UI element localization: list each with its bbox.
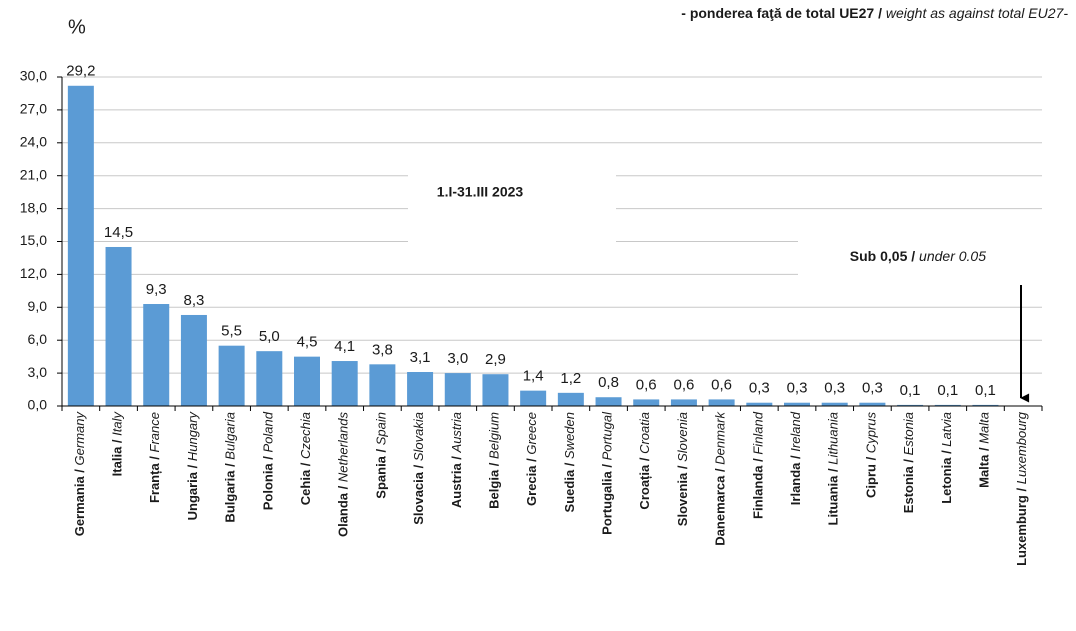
x-tick-label: Luxemburg / Luxembourg	[1015, 411, 1030, 566]
x-tick-label: Olanda / Netherlands	[336, 412, 351, 538]
x-tick-label: Ungaria / Hungary	[185, 411, 200, 521]
value-label: 4,1	[334, 338, 355, 355]
annotation: Sub 0,05 / under 0.05	[850, 248, 986, 264]
bar	[633, 399, 660, 406]
bar	[859, 402, 886, 406]
x-tick-label: Belgia / Belgium	[487, 412, 502, 509]
value-label: 29,2	[66, 63, 95, 80]
bar	[784, 402, 810, 406]
bar	[105, 246, 132, 406]
x-tick-label: Finlanda / Finland	[751, 411, 766, 519]
x-tick-label: Irlanda / Ireland	[788, 411, 803, 505]
period-label: 1.I-31.III 2023	[437, 184, 524, 200]
x-tick-label: Cehia / Czechia	[298, 412, 313, 505]
y-tick-label: 9,0	[28, 298, 48, 314]
value-label: 0,1	[900, 382, 921, 399]
x-tick-label: Spania / Spain	[374, 412, 389, 499]
x-tick-label: Portugalia / Portugal	[600, 411, 615, 535]
bar	[482, 374, 509, 406]
value-label: 4,5	[297, 334, 318, 351]
value-label: 0,1	[975, 382, 996, 399]
bar	[331, 361, 358, 406]
value-label: 14,5	[104, 224, 133, 241]
value-label: 0,3	[749, 380, 770, 397]
bar	[67, 85, 94, 407]
period-box	[408, 160, 616, 242]
value-label: 3,0	[447, 350, 468, 367]
value-label: 5,0	[259, 328, 280, 345]
y-tick-label: 12,0	[20, 265, 47, 281]
bar	[444, 373, 471, 406]
value-label: 3,1	[410, 349, 431, 366]
x-tick-label: Grecia / Greece	[525, 412, 540, 506]
subtitle: - ponderea faţă de total UE27 / weight a…	[681, 5, 1068, 21]
y-tick-label: 24,0	[20, 134, 47, 150]
y-tick-label: 15,0	[20, 232, 47, 248]
x-tick-label: Slovenia / Slovenia	[675, 412, 690, 526]
value-label: 0,6	[711, 376, 732, 393]
value-label: 1,4	[523, 368, 544, 385]
y-tick-label: 30,0	[20, 68, 47, 84]
bar	[180, 314, 207, 406]
value-label: 8,3	[183, 292, 204, 309]
annotation-box	[798, 236, 1042, 280]
y-tick-label: 27,0	[20, 101, 47, 117]
x-tick-label: Lituania / Lithuania	[826, 412, 841, 525]
x-tick-label: Letonia / Latvia	[939, 412, 954, 504]
bar	[143, 304, 170, 406]
value-label: 0,1	[937, 382, 958, 399]
x-tick-label: Germania / Germany	[72, 411, 87, 537]
x-tick-label: Franța / France	[148, 412, 163, 503]
value-label: 1,2	[560, 370, 581, 387]
x-tick-label: Cipru / Cyprus	[864, 412, 879, 498]
bar	[746, 402, 773, 406]
bar	[369, 364, 396, 406]
x-tick-label: Italia / Italy	[110, 411, 125, 477]
x-tick-label: Estonia / Estonia	[902, 412, 917, 513]
bar	[294, 356, 320, 406]
bar	[218, 345, 245, 406]
value-label: 0,3	[824, 380, 845, 397]
x-tick-label: Malta / Malta	[977, 412, 992, 488]
bar	[821, 402, 848, 406]
y-tick-label: 18,0	[20, 199, 47, 215]
value-label: 0,6	[636, 376, 657, 393]
bar	[595, 397, 622, 406]
x-tick-label: Danemarca / Denmark	[713, 411, 728, 546]
bar	[972, 404, 999, 406]
value-label: 3,8	[372, 341, 393, 358]
bar	[934, 404, 961, 406]
x-tick-label: Austria / Austria	[449, 412, 464, 508]
bar	[897, 404, 924, 406]
x-tick-label: Bulgaria / Bulgaria	[223, 412, 238, 523]
value-label: 0,3	[787, 380, 808, 397]
value-label: 0,3	[862, 380, 883, 397]
value-label: 2,9	[485, 351, 506, 368]
y-tick-label: 3,0	[28, 364, 48, 380]
value-label: 0,8	[598, 374, 619, 391]
y-tick-label: 0,0	[28, 397, 48, 413]
bar	[557, 392, 584, 406]
x-tick-label: Suedia / Sweden	[562, 412, 577, 512]
bar	[407, 372, 434, 406]
y-tick-label: 6,0	[28, 331, 48, 347]
bar	[520, 390, 547, 406]
value-label: 5,5	[221, 323, 242, 340]
value-label: 0,6	[673, 376, 694, 393]
bar	[670, 399, 697, 406]
value-label: 9,3	[146, 281, 167, 298]
y-axis-label: %	[68, 16, 86, 38]
x-tick-label: Slovacia / Slovakia	[412, 412, 427, 525]
y-tick-label: 21,0	[20, 166, 47, 182]
bar	[708, 399, 735, 406]
x-tick-label: Croația / Croatia	[638, 412, 653, 510]
x-tick-label: Polonia / Poland	[261, 411, 276, 510]
bar	[256, 351, 283, 406]
